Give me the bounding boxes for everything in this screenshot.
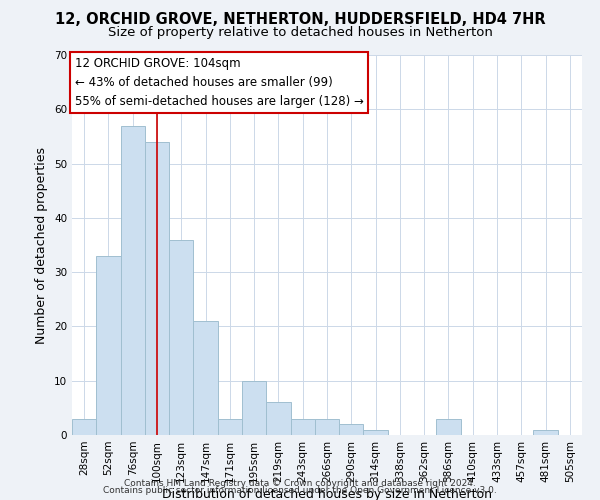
Bar [315,418,339,435]
Bar [290,418,315,435]
Y-axis label: Number of detached properties: Number of detached properties [35,146,49,344]
Bar [364,430,388,435]
Text: Contains HM Land Registry data © Crown copyright and database right 2024.: Contains HM Land Registry data © Crown c… [124,478,476,488]
Bar [193,321,218,435]
X-axis label: Distribution of detached houses by size in Netherton: Distribution of detached houses by size … [162,488,492,500]
Bar [145,142,169,435]
Text: Contains public sector information licensed under the Open Government Licence v3: Contains public sector information licen… [103,486,497,495]
Bar [218,418,242,435]
Bar [339,424,364,435]
Text: 12 ORCHID GROVE: 104sqm
← 43% of detached houses are smaller (99)
55% of semi-de: 12 ORCHID GROVE: 104sqm ← 43% of detache… [74,57,364,108]
Text: 12, ORCHID GROVE, NETHERTON, HUDDERSFIELD, HD4 7HR: 12, ORCHID GROVE, NETHERTON, HUDDERSFIEL… [55,12,545,28]
Bar [96,256,121,435]
Bar [436,418,461,435]
Text: Size of property relative to detached houses in Netherton: Size of property relative to detached ho… [107,26,493,39]
Bar [169,240,193,435]
Bar [72,418,96,435]
Bar [533,430,558,435]
Bar [266,402,290,435]
Bar [121,126,145,435]
Bar [242,380,266,435]
